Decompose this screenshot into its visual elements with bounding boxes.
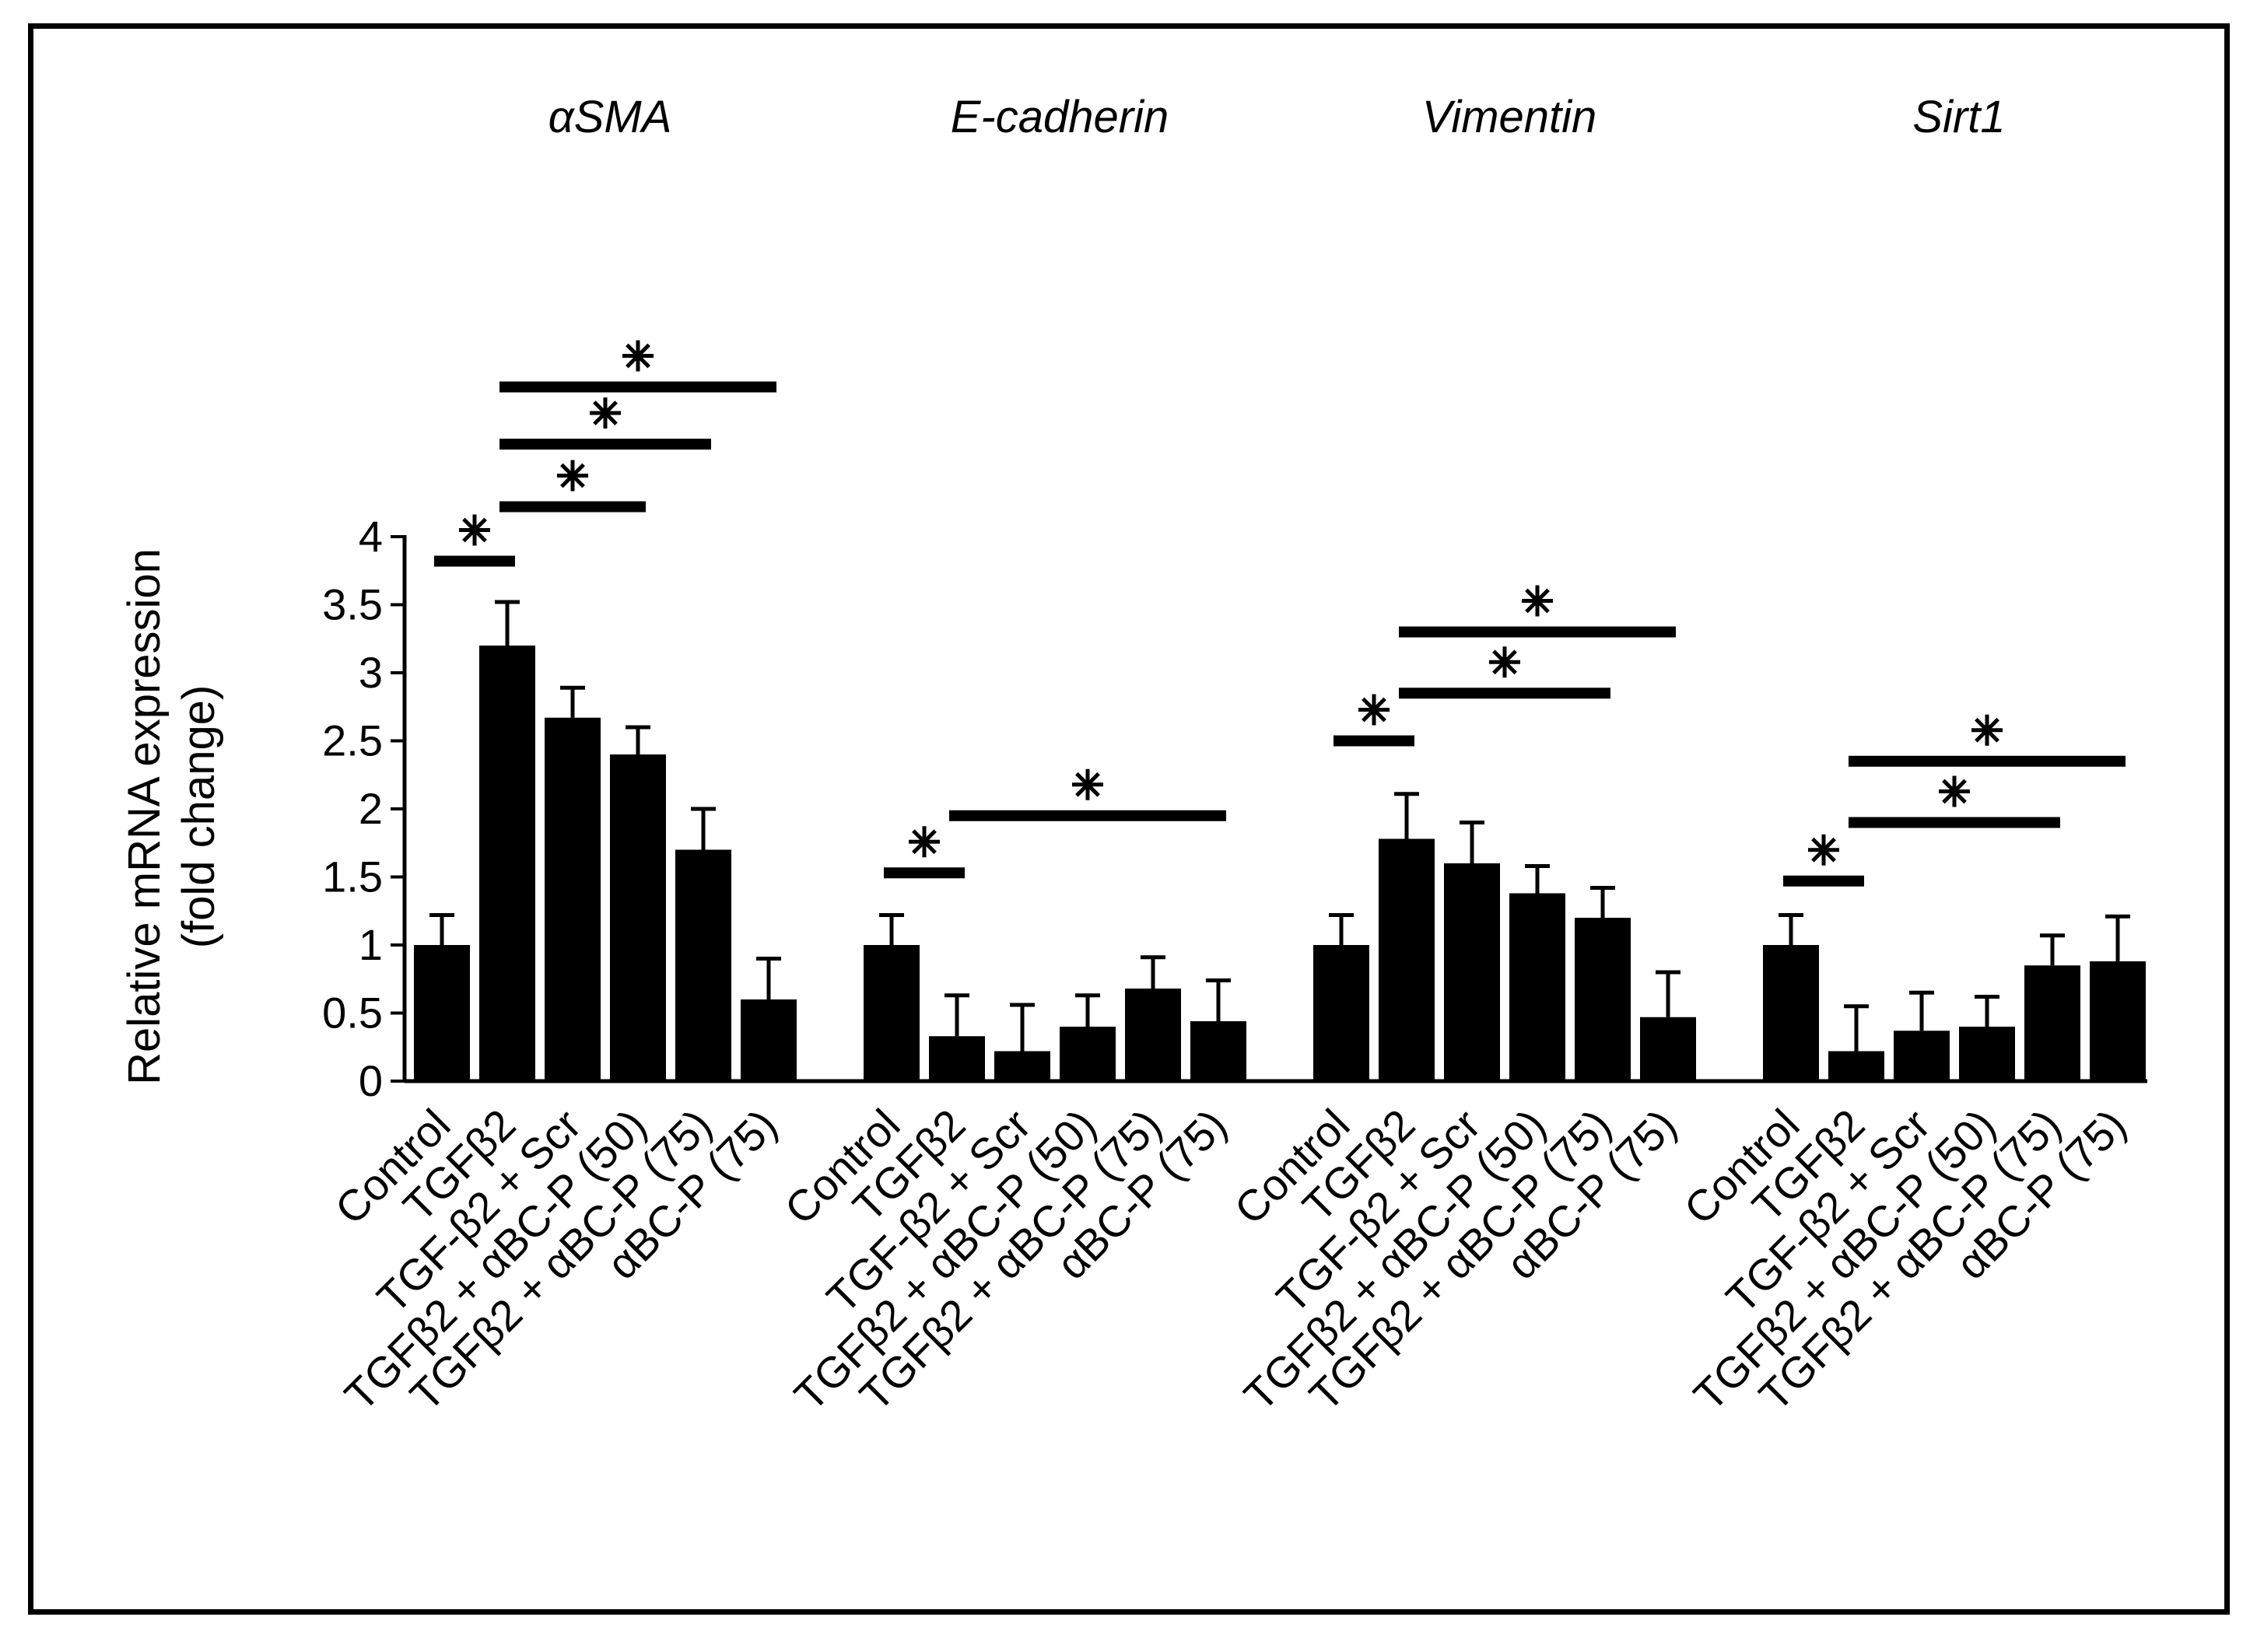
bar <box>2024 965 2080 1081</box>
y-tick-label: 1.5 <box>322 852 383 901</box>
bar <box>1379 838 1435 1081</box>
y-axis-label-line1: Relative mRNA expression <box>119 548 170 1085</box>
y-tick-label: 3.5 <box>322 580 383 629</box>
bar <box>545 717 601 1081</box>
significance-asterisk <box>1358 694 1390 726</box>
bar <box>1125 989 1181 1081</box>
significance-asterisk <box>1522 585 1553 617</box>
gene-title: αSMA <box>548 92 672 142</box>
bar <box>1190 1021 1246 1081</box>
significance-asterisk <box>1072 768 1103 800</box>
significance-asterisk <box>622 340 654 372</box>
bar <box>1444 863 1500 1081</box>
bar <box>1894 1031 1950 1081</box>
significance-asterisk <box>1808 834 1839 866</box>
bar <box>1763 945 1819 1081</box>
bar <box>2090 961 2146 1081</box>
bar <box>1509 893 1565 1081</box>
bar <box>414 945 470 1081</box>
y-tick-label: 1 <box>359 920 383 969</box>
significance-asterisk <box>590 397 621 429</box>
y-tick-label: 0.5 <box>322 989 383 1038</box>
significance-asterisk <box>557 460 588 492</box>
bar <box>1060 1027 1116 1081</box>
gene-title: Vimentin <box>1422 92 1597 142</box>
gene-title: Sirt1 <box>1912 92 2005 142</box>
significance-asterisk <box>1971 714 2003 746</box>
y-axis-label-line2: (fold change) <box>173 685 224 949</box>
bar <box>929 1036 985 1081</box>
y-tick-label: 4 <box>359 512 383 561</box>
significance-asterisk <box>1939 775 1970 807</box>
bar <box>610 754 666 1081</box>
figure-frame <box>28 23 2230 1615</box>
bar <box>675 849 731 1081</box>
bar <box>479 646 535 1081</box>
y-tick-label: 0 <box>359 1056 383 1105</box>
bar <box>741 999 797 1081</box>
bar <box>1313 945 1369 1081</box>
bar <box>994 1051 1050 1081</box>
y-tick-label: 2 <box>359 784 383 833</box>
plot-area: 00.511.522.533.54αSMAControlTGFβ2TGF-β2 … <box>322 92 2147 1420</box>
bar <box>1959 1027 2015 1081</box>
y-tick-label: 3 <box>359 648 383 697</box>
significance-asterisk <box>459 514 490 546</box>
bar <box>1575 918 1631 1081</box>
significance-asterisk <box>1489 646 1520 678</box>
significance-asterisk <box>909 826 940 858</box>
gene-title: E-cadherin <box>951 92 1169 142</box>
bar <box>1640 1017 1696 1081</box>
bar <box>864 945 920 1081</box>
bar <box>1828 1051 1884 1081</box>
y-tick-label: 2.5 <box>322 716 383 765</box>
